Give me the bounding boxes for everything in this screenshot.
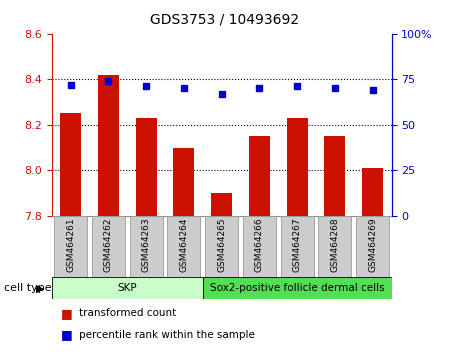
Text: GSM464262: GSM464262	[104, 218, 113, 272]
Bar	[280, 216, 314, 278]
Text: GSM464265: GSM464265	[217, 218, 226, 273]
Text: Sox2-positive follicle dermal cells: Sox2-positive follicle dermal cells	[210, 283, 384, 293]
Text: GSM464269: GSM464269	[368, 218, 377, 273]
Bar	[98, 75, 119, 216]
Text: ■: ■	[61, 307, 72, 320]
Bar	[92, 216, 125, 278]
Text: GDS3753 / 10493692: GDS3753 / 10493692	[150, 12, 300, 27]
Bar	[362, 168, 383, 216]
Text: ▶: ▶	[36, 283, 45, 293]
Text: GSM464267: GSM464267	[292, 218, 302, 273]
Bar	[249, 136, 270, 216]
Bar	[167, 216, 201, 278]
Bar	[136, 118, 157, 216]
Bar	[205, 216, 238, 278]
Text: cell type: cell type	[4, 283, 52, 293]
Bar	[60, 113, 81, 216]
Text: transformed count: transformed count	[79, 308, 176, 318]
Bar	[287, 118, 307, 216]
Text: GSM464261: GSM464261	[66, 218, 75, 273]
Bar	[243, 216, 276, 278]
Bar	[174, 148, 194, 216]
Bar	[356, 216, 389, 278]
Bar	[318, 216, 351, 278]
Text: ■: ■	[61, 328, 72, 341]
Text: percentile rank within the sample: percentile rank within the sample	[79, 330, 255, 339]
Text: GSM464264: GSM464264	[180, 218, 189, 272]
Text: GSM464266: GSM464266	[255, 218, 264, 273]
Bar	[52, 277, 203, 299]
Text: SKP: SKP	[117, 283, 137, 293]
Bar	[54, 216, 87, 278]
Bar	[324, 136, 345, 216]
Text: GSM464268: GSM464268	[330, 218, 339, 273]
Bar	[211, 193, 232, 216]
Bar	[130, 216, 163, 278]
Text: GSM464263: GSM464263	[142, 218, 151, 273]
Bar	[203, 277, 392, 299]
